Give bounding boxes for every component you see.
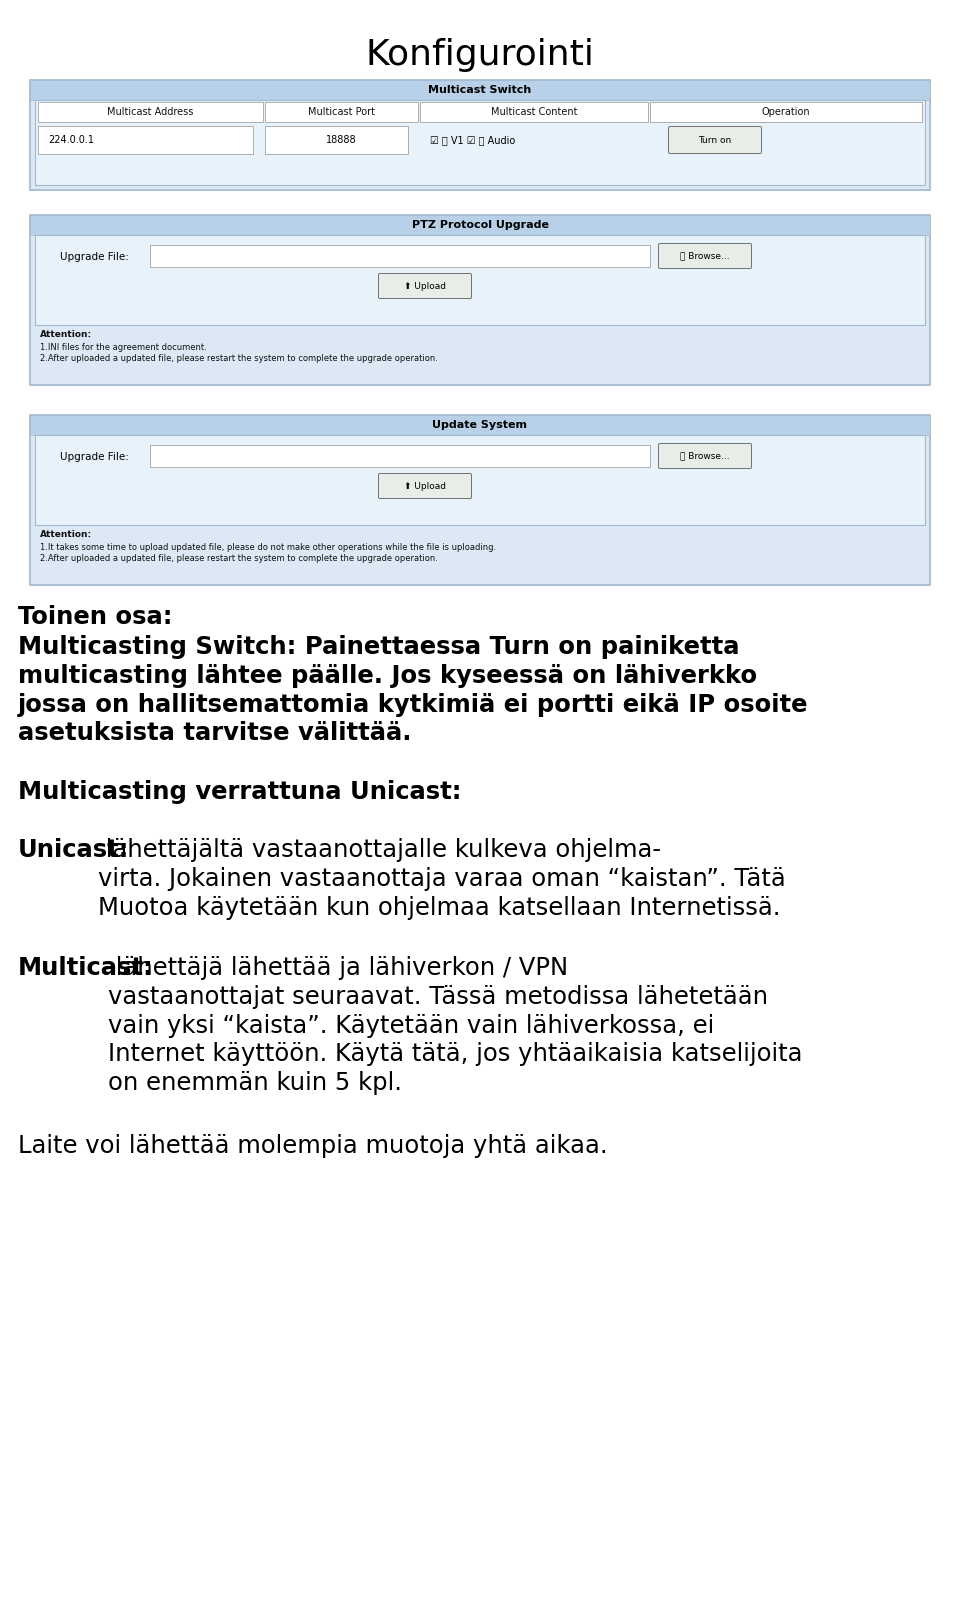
FancyBboxPatch shape (35, 235, 925, 325)
Text: 1.INI files for the agreement document.: 1.INI files for the agreement document. (40, 343, 206, 352)
FancyBboxPatch shape (420, 102, 648, 122)
FancyBboxPatch shape (30, 215, 930, 235)
Text: Multicast Switch: Multicast Switch (428, 85, 532, 94)
Text: PTZ Protocol Upgrade: PTZ Protocol Upgrade (412, 219, 548, 231)
Text: 📂 Browse...: 📂 Browse... (681, 451, 730, 461)
Text: Konfigurointi: Konfigurointi (366, 38, 594, 72)
Text: 2.After uploaded a updated file, please restart the system to complete the upgra: 2.After uploaded a updated file, please … (40, 554, 438, 564)
FancyBboxPatch shape (668, 126, 761, 154)
FancyBboxPatch shape (150, 445, 650, 467)
FancyBboxPatch shape (265, 126, 408, 154)
Text: Update System: Update System (433, 419, 527, 431)
FancyBboxPatch shape (378, 274, 471, 298)
Text: 18888: 18888 (326, 134, 357, 146)
FancyBboxPatch shape (265, 102, 418, 122)
Text: Multicast Port: Multicast Port (308, 107, 375, 117)
Text: Multicasting verrattuna Unicast:: Multicasting verrattuna Unicast: (18, 780, 462, 804)
FancyBboxPatch shape (659, 243, 752, 269)
Text: Upgrade File:: Upgrade File: (60, 451, 129, 463)
Text: Multicast Content: Multicast Content (491, 107, 577, 117)
Text: ⬆ Upload: ⬆ Upload (404, 482, 446, 490)
Text: Upgrade File:: Upgrade File: (60, 251, 129, 263)
FancyBboxPatch shape (30, 215, 930, 384)
FancyBboxPatch shape (378, 474, 471, 498)
Text: Operation: Operation (761, 107, 810, 117)
Text: Attention:: Attention: (40, 330, 92, 339)
FancyBboxPatch shape (35, 435, 925, 525)
Text: ⬆ Upload: ⬆ Upload (404, 282, 446, 290)
FancyBboxPatch shape (38, 126, 253, 154)
Text: lähettäjältä vastaanottajalle kulkeva ohjelma-
virta. Jokainen vastaanottaja var: lähettäjältä vastaanottajalle kulkeva oh… (98, 837, 785, 919)
FancyBboxPatch shape (35, 99, 925, 186)
Text: 2.After uploaded a updated file, please restart the system to complete the upgra: 2.After uploaded a updated file, please … (40, 354, 438, 363)
Text: Multicast Address: Multicast Address (108, 107, 194, 117)
FancyBboxPatch shape (30, 80, 930, 99)
FancyBboxPatch shape (30, 80, 930, 191)
Text: Multicasting Switch: Painettaessa Turn on painiketta
multicasting lähtee päälle.: Multicasting Switch: Painettaessa Turn o… (18, 636, 808, 744)
Text: lähettäjä lähettää ja lähiverkon / VPN
vastaanottajat seuraavat. Tässä metodissa: lähettäjä lähettää ja lähiverkon / VPN v… (108, 956, 803, 1095)
Text: Multicast:: Multicast: (18, 956, 154, 980)
Text: 📂 Browse...: 📂 Browse... (681, 251, 730, 261)
Text: ☑ 📷 V1 ☑ 🎤 Audio: ☑ 📷 V1 ☑ 🎤 Audio (430, 134, 516, 146)
Text: 224.0.0.1: 224.0.0.1 (48, 134, 94, 146)
Text: Toinen osa:: Toinen osa: (18, 605, 173, 629)
Text: Unicast:: Unicast: (18, 837, 130, 861)
FancyBboxPatch shape (650, 102, 922, 122)
Text: Turn on: Turn on (698, 136, 732, 144)
FancyBboxPatch shape (30, 415, 930, 584)
FancyBboxPatch shape (38, 102, 263, 122)
FancyBboxPatch shape (150, 245, 650, 267)
FancyBboxPatch shape (30, 415, 930, 435)
Text: 1.It takes some time to upload updated file, please do not make other operations: 1.It takes some time to upload updated f… (40, 543, 496, 552)
Text: Attention:: Attention: (40, 530, 92, 540)
FancyBboxPatch shape (659, 443, 752, 469)
Text: Laite voi lähettää molempia muotoja yhtä aikaa.: Laite voi lähettää molempia muotoja yhtä… (18, 1134, 608, 1158)
